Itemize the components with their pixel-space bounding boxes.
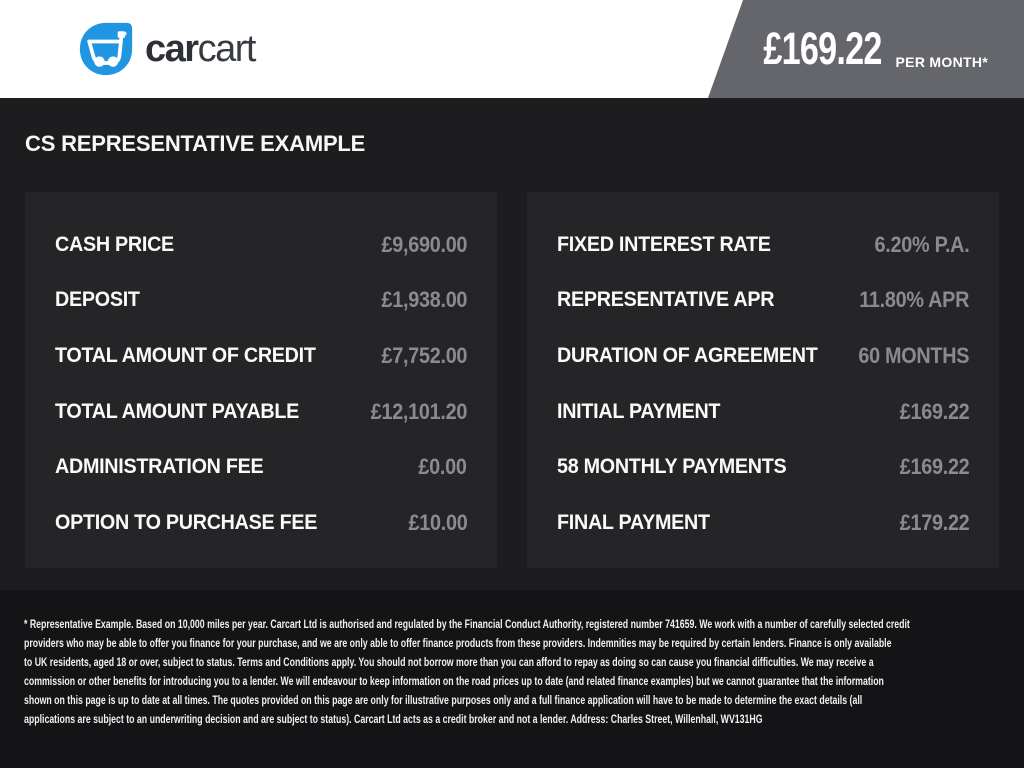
finance-row: TOTAL AMOUNT PAYABLE £12,101.20 <box>55 384 467 440</box>
cart-logo-icon <box>79 22 133 76</box>
finance-row: ADMINISTRATION FEE £0.00 <box>55 439 467 495</box>
finance-row: 58 MONTHLY PAYMENTS £169.22 <box>557 439 969 495</box>
finance-label: OPTION TO PURCHASE FEE <box>55 510 318 534</box>
monthly-price-period: PER MONTH* <box>895 54 988 70</box>
finance-value: £9,690.00 <box>381 231 467 257</box>
finance-value: £12,101.20 <box>370 398 468 424</box>
finance-row: CASH PRICE £9,690.00 <box>55 217 467 273</box>
finance-row: FINAL PAYMENT £179.22 <box>557 495 969 551</box>
brand-wordmark-light: cart <box>197 28 257 70</box>
brand-wordmark-bold: car <box>145 28 199 70</box>
section-title: CS REPRESENTATIVE EXAMPLE <box>25 131 366 156</box>
finance-value: £7,752.00 <box>381 342 467 368</box>
finance-value: £10.00 <box>408 509 467 535</box>
finance-label: 58 MONTHLY PAYMENTS <box>557 455 787 479</box>
finance-panel-left: CASH PRICE £9,690.00 DEPOSIT £1,938.00 T… <box>25 192 497 568</box>
finance-value: £0.00 <box>418 454 467 480</box>
finance-value: 11.80% APR <box>859 287 969 313</box>
finance-row: DURATION OF AGREEMENT 60 MONTHS <box>557 328 969 384</box>
finance-label: INITIAL PAYMENT <box>557 399 721 423</box>
finance-details: CASH PRICE £9,690.00 DEPOSIT £1,938.00 T… <box>25 192 999 568</box>
finance-label: TOTAL AMOUNT PAYABLE <box>55 399 300 423</box>
header: carcart £169.22 PER MONTH* <box>0 0 1024 98</box>
representative-example-section: CS REPRESENTATIVE EXAMPLE CASH PRICE £9,… <box>0 98 1024 590</box>
finance-value: £179.22 <box>899 509 969 535</box>
finance-value: 6.20% P.A. <box>874 231 969 257</box>
finance-value: £169.22 <box>899 398 969 424</box>
finance-label: TOTAL AMOUNT OF CREDIT <box>55 343 316 367</box>
finance-row: OPTION TO PURCHASE FEE £10.00 <box>55 495 467 551</box>
disclaimer-text: * Representative Example. Based on 10,00… <box>24 615 995 729</box>
disclaimer-line: * Representative Example. Based on 10,00… <box>24 617 910 631</box>
disclaimer-footer: * Representative Example. Based on 10,00… <box>0 590 1024 768</box>
finance-value: 60 MONTHS <box>858 342 969 368</box>
monthly-price: £169.22 <box>763 23 882 74</box>
disclaimer-line: applications are subject to an underwrit… <box>24 712 763 726</box>
finance-value: £1,938.00 <box>381 287 467 313</box>
carcart-logo[interactable]: carcart <box>78 21 257 77</box>
finance-label: FIXED INTEREST RATE <box>557 232 771 256</box>
disclaimer-line: providers who may be able to offer you f… <box>24 636 892 650</box>
finance-label: ADMINISTRATION FEE <box>55 455 264 479</box>
price-banner-inner: £169.22 PER MONTH* <box>726 23 1024 75</box>
finance-row: DEPOSIT £1,938.00 <box>55 273 467 329</box>
finance-value: £169.22 <box>899 454 969 480</box>
finance-row: FIXED INTEREST RATE 6.20% P.A. <box>557 217 969 273</box>
finance-label: CASH PRICE <box>55 232 174 256</box>
finance-label: REPRESENTATIVE APR <box>557 288 775 312</box>
disclaimer-line: commission or other benefits for introdu… <box>24 674 884 688</box>
finance-row: REPRESENTATIVE APR 11.80% APR <box>557 273 969 329</box>
disclaimer-line: shown on this page is up to date at all … <box>24 693 863 707</box>
brand-wordmark: carcart <box>145 21 257 77</box>
price-banner: £169.22 PER MONTH* <box>708 0 1024 98</box>
finance-row: INITIAL PAYMENT £169.22 <box>557 384 969 440</box>
finance-panel-right: FIXED INTEREST RATE 6.20% P.A. REPRESENT… <box>527 192 999 568</box>
finance-label: FINAL PAYMENT <box>557 510 710 534</box>
finance-label: DURATION OF AGREEMENT <box>557 343 818 367</box>
disclaimer-line: to UK residents, aged 18 or over, subjec… <box>24 655 874 669</box>
finance-row: TOTAL AMOUNT OF CREDIT £7,752.00 <box>55 328 467 384</box>
finance-label: DEPOSIT <box>55 288 140 312</box>
